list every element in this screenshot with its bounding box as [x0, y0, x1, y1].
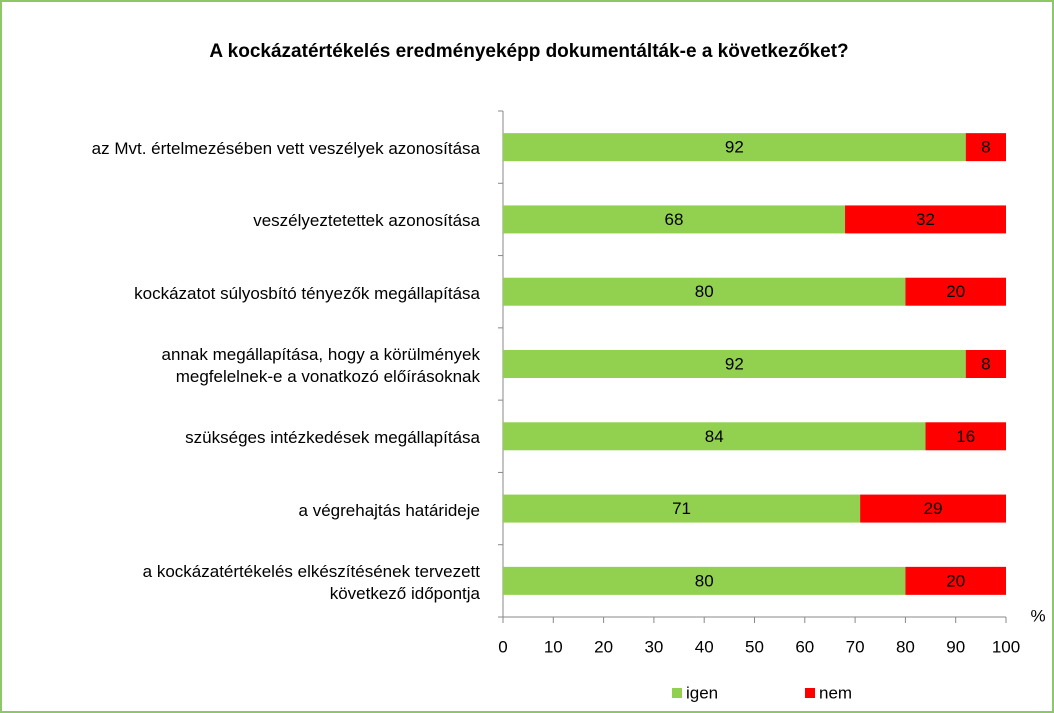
- category-label: veszélyeztetettek azonosítása: [253, 211, 480, 231]
- value-label: 8: [981, 354, 990, 373]
- bar-segment: [845, 205, 1006, 234]
- bar-segment: [860, 494, 1006, 523]
- value-label: 92: [725, 138, 744, 157]
- bar-segment: [503, 422, 926, 451]
- value-label: 29: [924, 499, 943, 518]
- value-label: 71: [672, 499, 691, 518]
- legend-swatch: [672, 688, 682, 698]
- value-label: 84: [705, 427, 724, 446]
- bar-segment: [965, 133, 1006, 162]
- bar-segment: [905, 566, 1006, 595]
- bar-segment: [965, 350, 1006, 378]
- legend-swatch: [805, 688, 815, 698]
- bar-segment: [503, 494, 861, 523]
- value-label: 92: [725, 354, 744, 373]
- value-label: 16: [956, 427, 975, 446]
- value-label: 8: [981, 138, 990, 157]
- value-label: 80: [695, 282, 714, 301]
- chart-title: A kockázatértékelés eredményeképp dokume…: [209, 41, 848, 62]
- x-tick-label: 40: [695, 637, 714, 656]
- value-label: 20: [946, 282, 965, 301]
- bar-segment: [925, 422, 1006, 451]
- value-label: 32: [916, 210, 935, 229]
- category-label: a végrehajtás határideje: [298, 500, 480, 520]
- category-label: szükséges intézkedések megállapítása: [185, 428, 480, 448]
- x-tick-label: 60: [795, 637, 814, 656]
- value-label: 68: [665, 210, 684, 229]
- value-label: 20: [946, 571, 965, 590]
- bar-segment: [503, 133, 966, 162]
- category-label: az Mvt. értelmezésében vett veszélyek az…: [91, 139, 480, 159]
- bar-segment: [503, 205, 846, 234]
- value-label: 80: [695, 571, 714, 590]
- x-tick-label: 100: [992, 637, 1020, 656]
- category-label: kockázatot súlyosbító tényezők megállapí…: [134, 283, 480, 303]
- bar-segment: [503, 350, 966, 378]
- bar-segment: [503, 277, 906, 306]
- x-tick-label: 0: [498, 637, 507, 656]
- category-label: a kockázatértékelés elkészítésének terve…: [142, 561, 480, 603]
- x-tick-label: 70: [846, 637, 865, 656]
- legend-label: nem: [819, 683, 852, 702]
- x-tick-label: 80: [896, 637, 915, 656]
- bar-segment: [905, 277, 1006, 306]
- x-tick-label: 50: [745, 637, 764, 656]
- x-tick-label: 30: [644, 637, 663, 656]
- x-tick-label: 10: [544, 637, 563, 656]
- x-tick-label: 90: [946, 637, 965, 656]
- x-tick-label: 20: [594, 637, 613, 656]
- category-label: annak megállapítása, hogy a körülmények …: [161, 345, 480, 386]
- x-unit-label: %: [1030, 606, 1045, 625]
- legend-label: igen: [686, 683, 718, 702]
- bar-segment: [503, 566, 906, 595]
